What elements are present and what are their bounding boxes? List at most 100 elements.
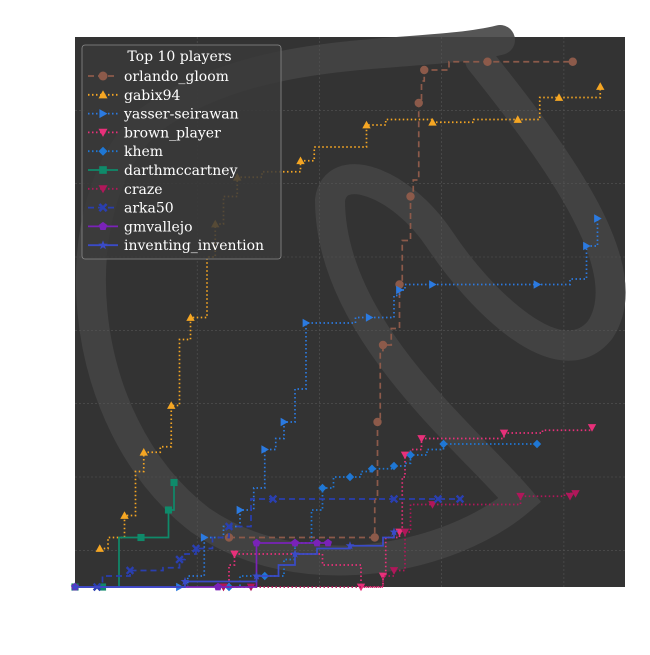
legend-label: khem [124,144,163,160]
data-point [164,506,173,514]
data-point [594,214,602,223]
legend-entry-brown_player: brown_player [88,125,221,141]
legend-swatch-marker [98,185,108,194]
data-point [414,98,423,108]
legend-label: yasser-seirawan [123,107,239,123]
series-line [229,443,537,588]
data-point [175,555,184,564]
data-point [417,435,426,443]
legend-entry-inventing_invention: inventing_invention [88,238,264,254]
data-point [400,528,410,537]
data-point [191,544,201,553]
legend-label: arka50 [124,201,174,217]
data-point [180,576,190,586]
legend-entry-gmvallejo: gmvallejo [88,219,193,235]
data-point [406,450,415,460]
legend-label: orlando_gloom [124,69,229,85]
data-point [224,522,234,531]
series-line [99,86,602,550]
legend-swatch-marker [99,166,107,174]
data-point [389,567,399,575]
legend-label: brown_player [124,125,221,141]
data-point [313,538,321,547]
data-point [420,65,429,75]
data-point [318,483,327,493]
legend-entry-craze: craze [88,182,163,198]
data-point [324,538,332,547]
data-point [395,528,404,537]
data-point [261,445,269,454]
legend-label: darthmccartney [124,163,238,179]
series-brown_player [219,424,597,592]
data-point [170,478,178,487]
data-point [378,572,388,581]
legend-label: inventing_invention [124,238,264,254]
series-orlando_gloom [224,57,577,542]
data-point [406,192,415,201]
data-point [230,550,239,559]
legend-entry-arka50: arka50 [88,201,174,217]
legend-box [81,44,282,260]
data-point [362,120,371,129]
data-point [137,533,145,542]
data-point [125,566,135,575]
data-point [186,313,195,321]
data-point [499,429,509,438]
data-point [554,93,564,101]
data-point [70,582,80,591]
data-point [291,538,299,547]
data-point [513,115,522,123]
data-point [428,118,437,126]
data-point [516,492,525,501]
legend-swatch-marker [98,240,108,250]
series-arka50 [92,494,465,592]
legend-entry-yasser-seirawan: yasser-seirawan [88,107,239,123]
legend: Top 10 players orlando_gloom gabix94 yasse… [81,44,282,260]
legend-swatch-marker [99,109,108,119]
data-point [268,494,278,504]
legend-swatch-marker [98,146,108,156]
data-point [483,57,492,66]
data-point [345,472,355,482]
data-point [433,494,443,504]
data-point [345,541,355,550]
data-point [373,417,382,427]
legend-swatch-marker [98,203,108,213]
legend-entry-gabix94: gabix94 [88,88,181,104]
legend-entry-darthmccartney: darthmccartney [88,163,238,179]
data-point [532,439,542,449]
data-point [396,285,404,295]
legend-title: Top 10 players [127,49,231,65]
data-point [455,494,465,504]
data-point [139,448,148,456]
series-line [97,498,460,588]
data-point [565,492,575,501]
data-point [236,505,245,515]
series-layer [70,57,605,592]
legend-label: craze [124,182,163,198]
legend-swatch-marker [98,221,108,230]
data-point [568,57,577,66]
data-point [214,582,222,591]
data-point [596,82,605,90]
series-inventing_invention [70,527,399,591]
data-point [120,511,129,519]
data-point [167,401,176,409]
series-line [179,218,599,588]
data-point [583,241,591,251]
data-point [533,280,542,289]
legend-label: gabix94 [124,88,181,104]
data-point [389,494,399,504]
legend-label: gmvallejo [124,219,193,235]
legend-swatch-marker [98,90,108,99]
data-point [370,533,379,542]
data-point [200,533,209,542]
series-yasser-seirawan [176,214,602,592]
data-point [429,280,437,289]
legend-entry-khem: khem [88,144,163,160]
data-point [428,501,437,509]
legend-swatch-marker [98,71,108,81]
data-point [367,464,377,473]
